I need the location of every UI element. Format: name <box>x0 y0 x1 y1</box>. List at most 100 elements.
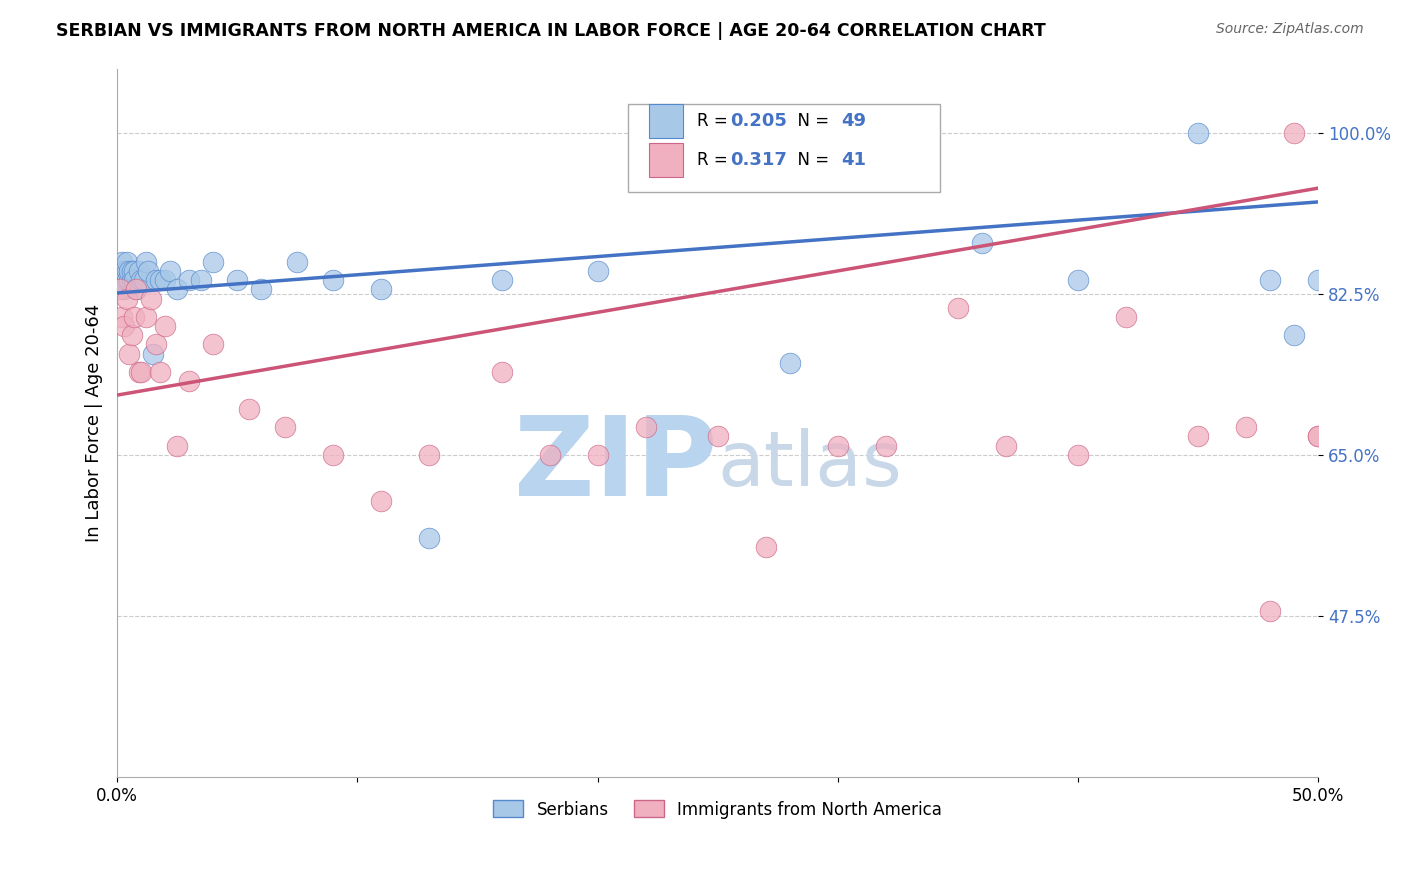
Point <box>1258 273 1281 287</box>
Point <box>155 319 177 334</box>
Point <box>112 319 135 334</box>
Point <box>121 328 143 343</box>
Point <box>122 310 145 324</box>
Point <box>135 310 157 324</box>
Point <box>112 282 135 296</box>
Point <box>202 254 225 268</box>
Point <box>149 273 172 287</box>
Point <box>111 254 134 268</box>
Point <box>115 273 138 287</box>
Point <box>946 301 969 315</box>
Point <box>274 420 297 434</box>
Point <box>112 264 135 278</box>
Text: 0.205: 0.205 <box>730 112 786 130</box>
Point <box>129 273 152 287</box>
Text: ZIP: ZIP <box>515 412 717 518</box>
Point <box>129 365 152 379</box>
Point <box>418 448 440 462</box>
Point <box>125 282 148 296</box>
Point <box>122 273 145 287</box>
Point <box>118 347 141 361</box>
Point <box>827 439 849 453</box>
Point <box>1067 448 1090 462</box>
Bar <box>650 143 683 177</box>
Point <box>155 273 177 287</box>
Point <box>250 282 273 296</box>
Text: 49: 49 <box>841 112 866 130</box>
Text: R =: R = <box>697 112 734 130</box>
Point <box>125 282 148 296</box>
Point <box>159 264 181 278</box>
Point <box>179 273 201 287</box>
Point <box>634 420 657 434</box>
Point <box>682 153 704 168</box>
Point <box>586 448 609 462</box>
Text: 0.317: 0.317 <box>730 151 786 169</box>
Point <box>115 292 138 306</box>
Point <box>995 439 1018 453</box>
Point <box>115 264 138 278</box>
Point <box>226 273 249 287</box>
Point <box>111 273 134 287</box>
Y-axis label: In Labor Force | Age 20-64: In Labor Force | Age 20-64 <box>86 303 103 541</box>
Point <box>118 264 141 278</box>
Point <box>779 356 801 370</box>
Point <box>135 254 157 268</box>
Point <box>128 365 150 379</box>
Text: N =: N = <box>787 112 835 130</box>
Point <box>108 282 131 296</box>
Point <box>166 439 188 453</box>
Text: N =: N = <box>787 151 835 169</box>
Point <box>1284 328 1306 343</box>
Point <box>128 264 150 278</box>
Point <box>108 273 131 287</box>
Point <box>121 273 143 287</box>
Legend: Serbians, Immigrants from North America: Serbians, Immigrants from North America <box>486 794 949 825</box>
Point <box>322 448 344 462</box>
FancyBboxPatch shape <box>627 104 941 193</box>
Point <box>538 448 561 462</box>
Point <box>108 264 131 278</box>
Point <box>112 273 135 287</box>
Text: SERBIAN VS IMMIGRANTS FROM NORTH AMERICA IN LABOR FORCE | AGE 20-64 CORRELATION : SERBIAN VS IMMIGRANTS FROM NORTH AMERICA… <box>56 22 1046 40</box>
Point <box>111 310 134 324</box>
Point <box>586 264 609 278</box>
Point <box>122 264 145 278</box>
Point <box>418 531 440 545</box>
Point <box>1308 429 1330 443</box>
Point <box>1067 273 1090 287</box>
Point <box>1115 310 1137 324</box>
Point <box>491 365 513 379</box>
Point <box>285 254 308 268</box>
Point <box>121 264 143 278</box>
Point <box>238 401 260 416</box>
Point <box>145 273 167 287</box>
Bar <box>650 104 683 138</box>
Point <box>166 282 188 296</box>
Point <box>145 337 167 351</box>
Point <box>755 540 778 554</box>
Point <box>132 273 155 287</box>
Point <box>1187 429 1209 443</box>
Text: 41: 41 <box>841 151 866 169</box>
Point <box>149 365 172 379</box>
Point <box>1284 126 1306 140</box>
Point <box>1234 420 1257 434</box>
Point <box>491 273 513 287</box>
Point <box>118 273 141 287</box>
Text: atlas: atlas <box>717 428 903 502</box>
Text: Source: ZipAtlas.com: Source: ZipAtlas.com <box>1216 22 1364 37</box>
Point <box>1187 126 1209 140</box>
Point <box>370 282 392 296</box>
Point <box>190 273 212 287</box>
Point <box>139 292 162 306</box>
Point <box>138 264 160 278</box>
Point <box>1308 429 1330 443</box>
Text: R =: R = <box>697 151 734 169</box>
Point <box>142 347 165 361</box>
Point <box>179 374 201 388</box>
Point <box>322 273 344 287</box>
Point <box>875 126 897 140</box>
Point <box>1258 604 1281 618</box>
Point <box>1308 273 1330 287</box>
